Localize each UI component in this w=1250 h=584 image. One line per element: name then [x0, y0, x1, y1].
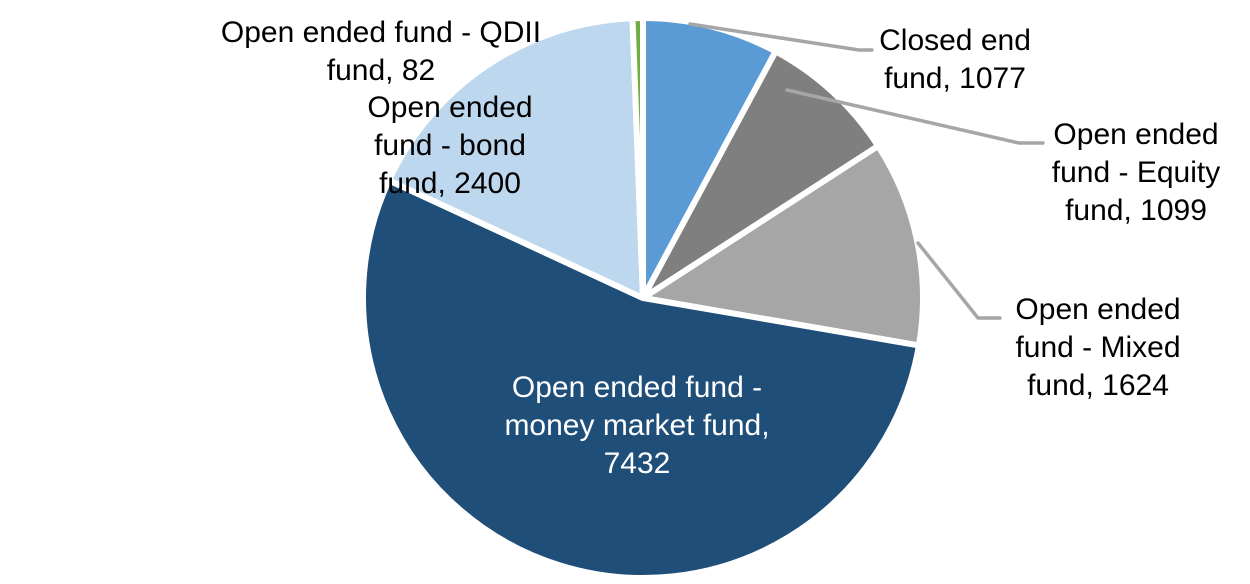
slice-label-closed-end-fund: Closed end fund, 1077: [845, 22, 1065, 98]
label-line: Open ended fund - QDII: [220, 16, 542, 49]
label-line: fund, 1077: [884, 62, 1026, 95]
slice-label-mixed-fund: Open ended fund - Mixed fund, 1624: [978, 291, 1218, 405]
pie-slice-qdii-fund[interactable]: [629, 15, 646, 301]
label-line: Open ended fund -: [511, 371, 763, 404]
slice-label-equity-fund: Open ended fund - Equity fund, 1099: [1016, 116, 1250, 230]
slice-label-money-market-fund: Open ended fund - money market fund, 743…: [457, 369, 817, 483]
label-line: 7432: [603, 447, 671, 480]
pie-slice-money-market-fund[interactable]: [360, 177, 922, 581]
pie-slices: [360, 15, 926, 581]
label-line: Open ended: [1015, 293, 1181, 326]
slice-label-bond-fund: Open ended fund - bond fund, 2400: [330, 89, 570, 203]
label-line: Open ended: [367, 91, 533, 124]
label-line: fund, 2400: [379, 167, 521, 200]
label-line: fund - bond: [374, 129, 526, 162]
pie-slice-equity-fund[interactable]: [640, 48, 882, 301]
label-line: fund, 1624: [1027, 369, 1169, 402]
leader-line-mixed-fund: [916, 241, 1002, 320]
leader-line-equity-fund: [785, 88, 1045, 145]
leader-line-closed-end-fund: [688, 22, 874, 52]
label-line: fund, 82: [326, 54, 436, 87]
label-line: fund - Mixed: [1015, 331, 1181, 364]
label-line: Open ended: [1053, 118, 1219, 151]
slice-label-qdii-fund: Open ended fund - QDII fund, 82: [196, 14, 566, 90]
label-line: money market fund,: [504, 409, 770, 442]
label-line: fund, 1099: [1065, 194, 1207, 227]
leader-lines: [688, 22, 1045, 320]
label-line: fund - Equity: [1051, 156, 1221, 189]
label-line: Closed end: [879, 24, 1031, 57]
pie-slice-bond-fund[interactable]: [385, 15, 646, 301]
